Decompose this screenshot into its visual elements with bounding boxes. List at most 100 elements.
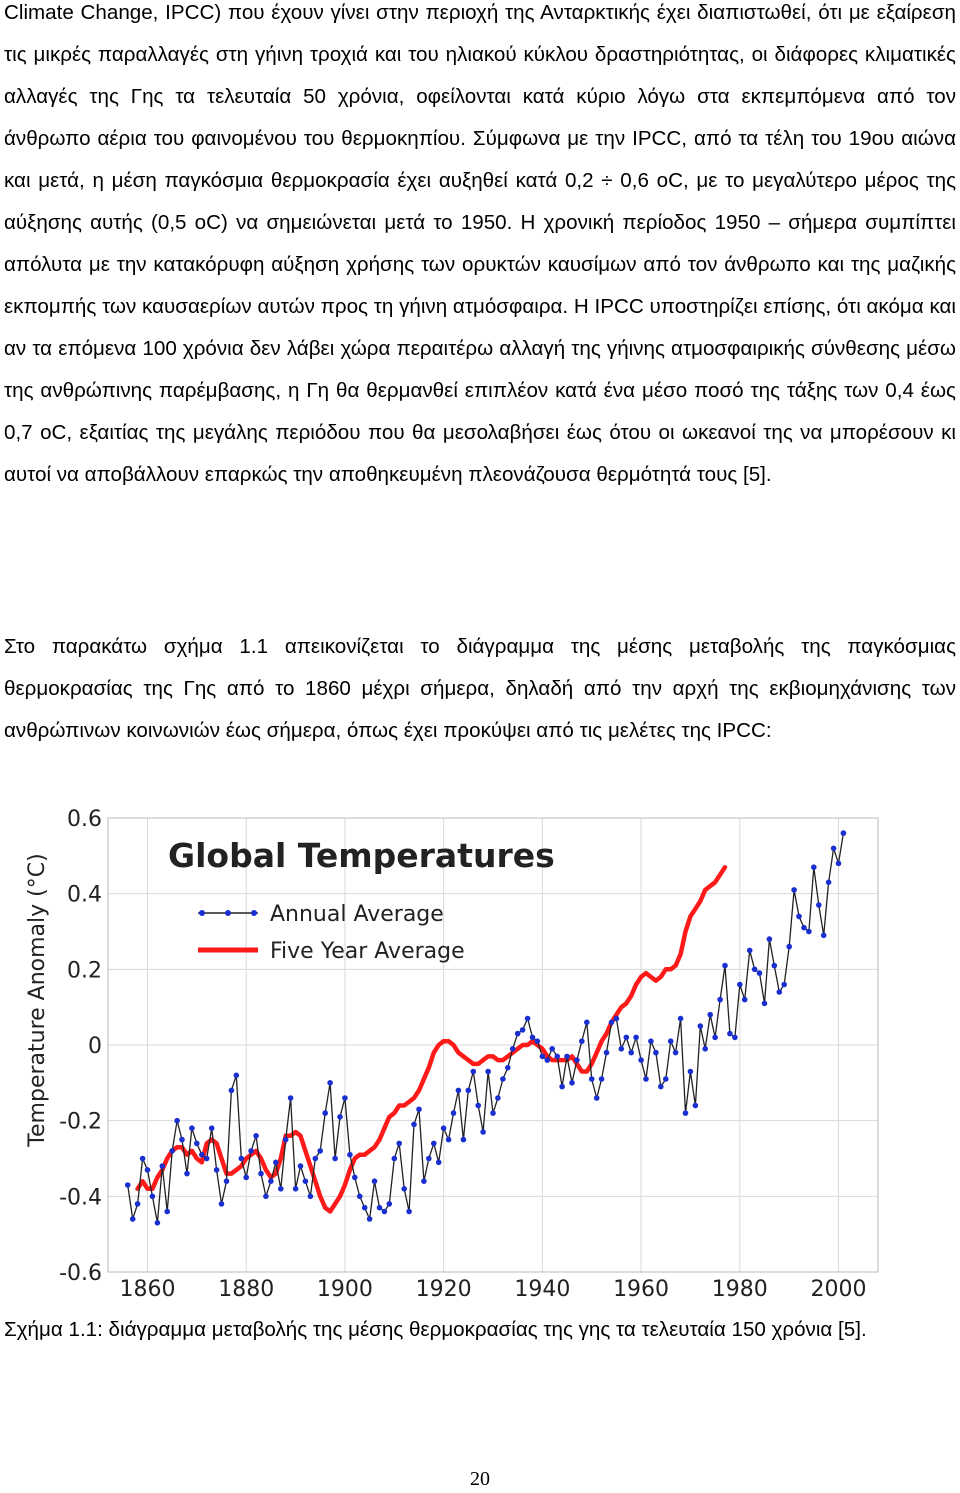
annual-average-point bbox=[549, 1046, 555, 1052]
annual-average-point bbox=[628, 1049, 634, 1056]
annual-average-point bbox=[208, 1125, 215, 1131]
annual-average-point bbox=[322, 1110, 329, 1116]
annual-average-point bbox=[149, 1193, 156, 1200]
annual-average-point bbox=[588, 1076, 595, 1082]
annual-average-point bbox=[416, 1106, 422, 1113]
annual-average-point bbox=[287, 1095, 294, 1101]
legend-annual-marker-3 bbox=[251, 910, 257, 916]
annual-average-point bbox=[746, 947, 753, 954]
legend-annual-marker-1 bbox=[199, 910, 205, 916]
annual-average-point bbox=[638, 1057, 644, 1063]
annual-average-point bbox=[445, 1136, 452, 1143]
annual-average-point bbox=[776, 989, 783, 995]
annual-average-point bbox=[796, 913, 802, 920]
annual-average-point bbox=[569, 1080, 575, 1086]
x-tick-label: 1860 bbox=[119, 1277, 175, 1300]
annual-average-point bbox=[672, 1049, 679, 1056]
annual-average-point bbox=[519, 1027, 526, 1033]
annual-average-point bbox=[554, 1053, 560, 1060]
annual-average-point bbox=[342, 1095, 348, 1101]
annual-average-point bbox=[391, 1155, 398, 1162]
annual-average-point bbox=[164, 1208, 170, 1215]
annual-average-point bbox=[238, 1155, 245, 1162]
annual-average-point bbox=[327, 1080, 333, 1086]
annual-average-point bbox=[648, 1038, 654, 1044]
annual-average-point bbox=[737, 981, 743, 988]
annual-average-point bbox=[495, 1095, 501, 1101]
y-tick-label: 0.6 bbox=[67, 807, 102, 832]
annual-average-point bbox=[771, 962, 778, 969]
annual-average-point bbox=[263, 1193, 269, 1200]
chart-title: Global Temperatures bbox=[168, 836, 555, 875]
annual-average-point bbox=[129, 1216, 136, 1222]
annual-average-point bbox=[253, 1133, 259, 1139]
annual-average-point bbox=[406, 1208, 412, 1215]
annual-average-point bbox=[233, 1072, 240, 1079]
annual-average-point bbox=[337, 1114, 343, 1120]
annual-average-point bbox=[751, 966, 758, 973]
y-tick-label: -0.2 bbox=[59, 1110, 102, 1135]
x-tick-label: 1940 bbox=[514, 1277, 570, 1300]
annual-average-point bbox=[184, 1170, 190, 1177]
annual-average-point bbox=[302, 1178, 309, 1184]
annual-average-point bbox=[194, 1140, 200, 1147]
annual-average-point bbox=[421, 1178, 427, 1184]
annual-average-point bbox=[697, 1023, 704, 1029]
annual-average-point bbox=[124, 1182, 131, 1188]
annual-average-point bbox=[332, 1155, 338, 1162]
annual-average-point bbox=[356, 1193, 363, 1200]
annual-average-point bbox=[756, 970, 763, 976]
annual-average-point bbox=[692, 1102, 699, 1109]
y-tick-label: -0.4 bbox=[59, 1185, 102, 1210]
annual-average-point bbox=[820, 932, 827, 939]
annual-average-point bbox=[278, 1186, 284, 1192]
annual-average-point bbox=[559, 1083, 565, 1090]
annual-average-point bbox=[722, 962, 728, 969]
annual-average-point bbox=[712, 1034, 718, 1041]
annual-average-point bbox=[801, 924, 807, 931]
annual-average-point bbox=[524, 1015, 531, 1022]
annual-average-point bbox=[529, 1034, 536, 1041]
y-tick-label: 0.2 bbox=[67, 958, 102, 983]
annual-average-point bbox=[840, 830, 847, 836]
annual-average-point bbox=[667, 1038, 674, 1044]
annual-average-point bbox=[781, 981, 787, 988]
annual-average-point bbox=[248, 1148, 254, 1154]
annual-average-point bbox=[401, 1186, 408, 1192]
annual-average-point bbox=[514, 1030, 521, 1037]
annual-average-point bbox=[727, 1030, 733, 1037]
annual-average-point bbox=[658, 1083, 664, 1090]
annual-average-point bbox=[682, 1110, 689, 1116]
annual-average-point bbox=[381, 1208, 388, 1215]
figure-caption: Σχήμα 1.1: διάγραμμα μεταβολής της μέσης… bbox=[4, 1318, 867, 1341]
annual-average-point bbox=[579, 1038, 585, 1044]
annual-average-point bbox=[352, 1174, 358, 1181]
x-tick-label: 2000 bbox=[811, 1277, 867, 1300]
annual-average-point bbox=[134, 1201, 141, 1207]
annual-average-point bbox=[203, 1155, 210, 1162]
annual-average-point bbox=[633, 1034, 639, 1041]
annual-average-point bbox=[268, 1178, 274, 1184]
annual-average-point bbox=[347, 1151, 353, 1158]
annual-average-line bbox=[127, 832, 845, 1224]
annual-average-point bbox=[396, 1140, 403, 1147]
annual-average-point bbox=[154, 1220, 161, 1226]
legend-annual-marker-2 bbox=[225, 910, 231, 916]
annual-average-point bbox=[564, 1053, 570, 1060]
y-tick-label: 0.4 bbox=[67, 883, 102, 908]
annual-average-point bbox=[312, 1155, 319, 1162]
annual-average-point bbox=[539, 1053, 546, 1060]
annual-average-point bbox=[603, 1049, 610, 1056]
annual-average-point bbox=[663, 1076, 669, 1082]
annual-average-point bbox=[761, 1000, 768, 1007]
annual-average-point bbox=[431, 1140, 437, 1147]
body-paragraph-1: Climate Change, IPCC) που έχουν γίνει στ… bbox=[4, 1, 956, 486]
annual-average-point bbox=[199, 1151, 205, 1158]
annual-average-point bbox=[317, 1148, 324, 1154]
annual-average-point bbox=[292, 1186, 299, 1192]
annual-average-point bbox=[307, 1193, 314, 1200]
legend-annual-label: Annual Average bbox=[270, 902, 444, 927]
annual-average-point bbox=[687, 1068, 694, 1075]
annual-average-point bbox=[273, 1159, 279, 1166]
annual-average-point bbox=[435, 1159, 442, 1166]
